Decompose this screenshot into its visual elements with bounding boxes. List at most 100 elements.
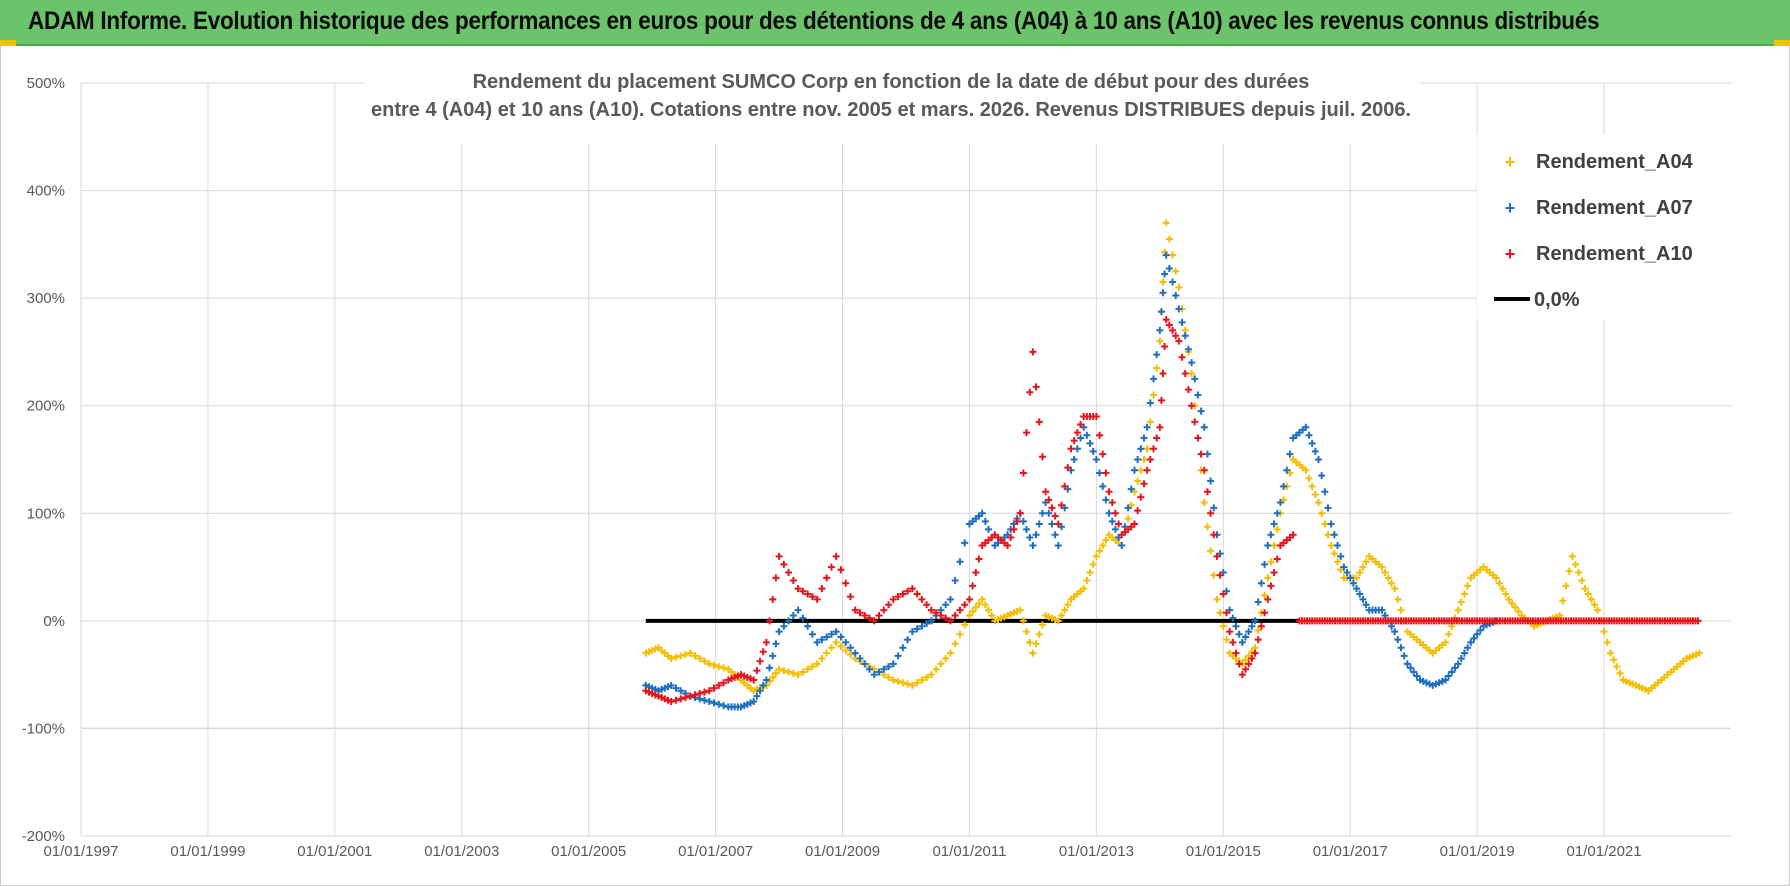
point-a10-fill [969, 582, 977, 590]
point-a07-fill [1334, 542, 1342, 550]
point-a10-fill [1242, 665, 1250, 673]
point-a10-fill [789, 577, 797, 585]
point-a10 [1175, 337, 1183, 345]
point-a10 [1264, 595, 1272, 603]
point-a07-fill [1127, 485, 1135, 493]
chart-legend: + Rendement_A04 + Rendement_A07 + Rendem… [1477, 134, 1733, 320]
point-a04-fill [1356, 568, 1364, 576]
point-a04-fill [1445, 630, 1453, 638]
point-a10 [775, 552, 783, 560]
point-a07-fill [1232, 622, 1240, 630]
point-a10 [1162, 316, 1170, 324]
point-a07-fill [1137, 445, 1145, 453]
point-a04-fill [1587, 595, 1595, 603]
point-a07-fill [1257, 579, 1265, 587]
point-a04-fill [1324, 531, 1332, 539]
y-tick-label: -100% [22, 720, 65, 737]
point-a07-fill [766, 664, 774, 672]
legend-marker-a10: + [1505, 244, 1516, 264]
point-a10-fill [1023, 429, 1031, 437]
point-a07-fill [769, 652, 777, 660]
legend-label-a07: Rendement_A07 [1536, 197, 1693, 219]
point-a10-fill [956, 606, 964, 614]
point-a04-fill [1216, 609, 1224, 617]
point-a04-fill [1165, 235, 1173, 243]
point-a07-fill [1245, 628, 1253, 636]
point-a07-fill [1248, 622, 1256, 630]
point-a07-fill [1124, 504, 1132, 512]
point-a07-fill [1410, 668, 1418, 676]
point-a04-fill [818, 655, 826, 663]
point-a10-fill [780, 560, 788, 568]
point-a04 [832, 638, 840, 646]
point-a07 [1391, 628, 1399, 636]
point-a04-fill [1613, 663, 1621, 671]
point-a04-fill [1153, 364, 1161, 372]
point-a07-fill [923, 620, 931, 628]
point-a07-fill [1019, 517, 1027, 525]
point-a04-fill [1159, 278, 1167, 286]
point-a10 [1238, 671, 1246, 679]
point-a07-fill [759, 681, 767, 689]
point-a04-fill [846, 650, 854, 658]
point-a07-fill [899, 644, 907, 652]
point-a04-fill [1261, 591, 1269, 599]
point-a10-fill [1191, 418, 1199, 426]
point-a10-fill [756, 657, 764, 665]
point-a04-fill [985, 606, 992, 614]
point-a04-fill [1603, 638, 1611, 646]
point-a04-fill [1381, 568, 1389, 576]
point-a07 [1200, 423, 1208, 431]
point-a07-fill [1161, 270, 1169, 278]
point-a10 [832, 552, 840, 560]
point-a07-fill [1099, 482, 1107, 490]
point-a07-fill [1026, 533, 1034, 541]
chart-title-line2: entre 4 (A04) et 10 ans (A10). Cotations… [371, 99, 1411, 121]
point-a07-fill [804, 622, 812, 630]
point-a07-fill [1045, 509, 1053, 517]
point-a04-fill [1305, 474, 1313, 482]
point-a04-fill [913, 679, 921, 687]
point-a04-fill [1511, 603, 1519, 611]
point-a10-fill [759, 648, 767, 656]
point-a07-fill [672, 684, 680, 692]
point-a07-fill [1324, 504, 1332, 512]
point-a07-fill [1169, 278, 1177, 286]
point-a07-fill [1140, 434, 1148, 442]
point-a07-fill [1311, 447, 1319, 455]
point-a10 [667, 698, 675, 706]
point-a10-fill [1169, 326, 1177, 334]
point-a07-fill [1165, 265, 1173, 273]
point-a04-fill [1222, 636, 1230, 644]
point-a07-fill [1267, 531, 1275, 539]
data-points [642, 219, 1703, 711]
point-a04-fill [827, 644, 835, 652]
point-a10-fill [808, 593, 816, 601]
point-a10-fill [1210, 531, 1218, 539]
point-a10 [946, 617, 954, 625]
point-a07-fill [1194, 391, 1202, 399]
point-a04-fill [769, 673, 777, 681]
point-a10 [1016, 509, 1024, 517]
point-a10-fill [972, 568, 980, 576]
point-a07-fill [904, 636, 912, 644]
point-a10-fill [961, 601, 969, 609]
point-a04-fill [1210, 571, 1218, 579]
point-a10-fill [823, 574, 831, 582]
point-a04-fill [1061, 606, 1069, 614]
point-a07-fill [1283, 466, 1291, 474]
point-a07-fill [1337, 552, 1345, 560]
point-a10 [870, 617, 878, 625]
point-a10-fill [1010, 525, 1018, 533]
point-a10-fill [1254, 636, 1262, 644]
point-a07-fill [1197, 407, 1205, 415]
point-a07 [1175, 305, 1183, 313]
point-a10-fill [866, 614, 874, 622]
point-a04-fill [972, 603, 980, 611]
point-a10-fill [1184, 386, 1192, 394]
point-a07-fill [1460, 649, 1468, 657]
point-a07-fill [1280, 482, 1288, 490]
point-a07-fill [701, 696, 709, 704]
point-a04-fill [1610, 656, 1618, 664]
point-a04 [889, 676, 897, 684]
